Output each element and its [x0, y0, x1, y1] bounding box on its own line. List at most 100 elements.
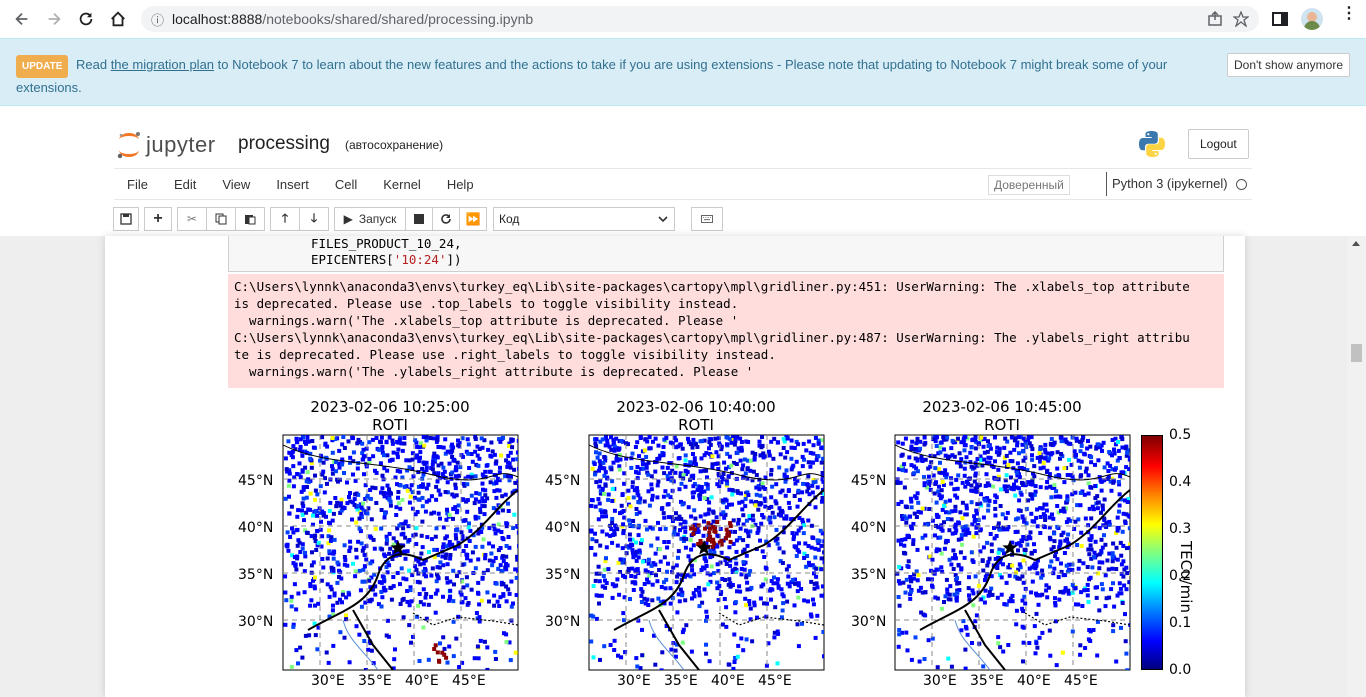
roti-point	[610, 487, 615, 491]
dont-show-anymore-button[interactable]: Don't show anymore	[1226, 53, 1350, 77]
roti-point	[504, 567, 509, 572]
roti-point	[460, 436, 465, 441]
profile-avatar[interactable]	[1301, 8, 1323, 30]
roti-point	[309, 465, 314, 470]
trusted-indicator[interactable]: Доверенный	[988, 175, 1070, 195]
roti-point	[771, 581, 776, 586]
menu-help[interactable]: Help	[446, 176, 474, 192]
insert-cell-button[interactable]: +	[144, 207, 172, 231]
roti-point	[309, 534, 314, 539]
roti-point	[294, 567, 299, 572]
roti-point	[604, 545, 609, 550]
restart-run-all-button[interactable]: ⏩	[459, 207, 487, 231]
notebook-name[interactable]: processing	[238, 133, 330, 154]
browser-menu-icon[interactable]: ⋮	[1341, 5, 1357, 22]
cell-type-select[interactable]: Код	[493, 207, 675, 231]
roti-point	[1075, 543, 1080, 547]
lat-tick: 35°N	[238, 567, 274, 583]
forward-icon[interactable]	[38, 3, 70, 35]
roti-point	[1110, 551, 1115, 556]
menu-edit[interactable]: Edit	[173, 176, 197, 192]
scrollbar-thumb[interactable]	[1351, 344, 1362, 362]
jupyter-logo[interactable]: jupyter	[116, 130, 216, 160]
roti-point	[683, 458, 688, 463]
roti-point	[342, 543, 347, 548]
kernel-name[interactable]: Python 3 (ipykernel)	[1106, 172, 1228, 196]
roti-point	[737, 500, 742, 505]
restart-button[interactable]	[432, 207, 460, 231]
move-down-button[interactable]: 🡓	[299, 207, 329, 231]
roti-point	[793, 477, 797, 482]
roti-point	[631, 555, 636, 560]
roti-point	[300, 508, 304, 513]
logout-button[interactable]: Logout	[1188, 129, 1249, 159]
roti-point	[593, 472, 597, 477]
move-up-button[interactable]: 🡑	[270, 207, 300, 231]
roti-point	[380, 486, 385, 491]
roti-point	[1064, 506, 1068, 511]
map-panel-2	[588, 434, 825, 671]
site-info-icon[interactable]: ⓘ	[151, 12, 165, 28]
roti-point	[438, 516, 442, 521]
roti-point	[377, 447, 382, 452]
roti-point	[1047, 515, 1052, 520]
bookmark-star-icon[interactable]	[1233, 11, 1249, 27]
menu-view[interactable]: View	[222, 176, 251, 192]
migration-plan-link[interactable]: the migration plan	[110, 57, 215, 72]
roti-point	[1024, 521, 1029, 526]
roti-point	[779, 615, 784, 620]
roti-point	[342, 635, 347, 640]
share-icon[interactable]	[1207, 11, 1223, 27]
command-palette-button[interactable]	[691, 207, 723, 231]
reload-icon[interactable]	[70, 3, 102, 35]
cut-button[interactable]: ✂	[177, 207, 207, 231]
roti-point	[351, 561, 355, 566]
roti-point	[507, 478, 512, 483]
roti-point	[941, 435, 946, 439]
roti-point	[1023, 548, 1028, 552]
roti-point	[655, 456, 660, 461]
roti-point	[727, 502, 731, 507]
roti-point	[750, 478, 755, 483]
home-icon[interactable]	[102, 3, 134, 35]
roti-point	[340, 592, 345, 597]
roti-point	[748, 569, 753, 574]
roti-point	[493, 657, 498, 661]
roti-point	[479, 598, 484, 603]
stop-icon	[414, 214, 424, 224]
coastline	[589, 444, 824, 481]
roti-point	[393, 647, 397, 652]
side-panel-icon[interactable]	[1272, 11, 1288, 27]
interrupt-button[interactable]	[405, 207, 433, 231]
roti-point	[435, 650, 440, 655]
copy-button[interactable]	[206, 207, 236, 231]
roti-point	[1083, 516, 1088, 521]
notebook-scroll-area[interactable]: FILES_PRODUCT_10_24, EPICENTERS['10:24']…	[0, 236, 1366, 697]
roti-point	[942, 600, 946, 604]
save-button[interactable]	[113, 207, 139, 231]
roti-point	[441, 542, 446, 547]
roti-point	[733, 566, 738, 571]
roti-point	[634, 549, 639, 554]
roti-point	[655, 536, 660, 541]
roti-point	[507, 640, 512, 645]
roti-point	[313, 539, 318, 544]
page-scrollbar[interactable]	[1347, 236, 1366, 697]
menu-cell[interactable]: Cell	[334, 176, 358, 192]
menu-insert[interactable]: Insert	[276, 176, 309, 192]
run-button[interactable]: ▶ Запуск	[334, 207, 406, 231]
menu-file[interactable]: File	[127, 176, 148, 192]
roti-point	[511, 526, 516, 530]
roti-point	[593, 531, 597, 536]
scroll-up-icon[interactable]	[1352, 241, 1360, 246]
roti-point	[1088, 575, 1093, 580]
address-bar[interactable]: ⓘ localhost:8888/notebooks/shared/shared…	[141, 6, 1259, 32]
roti-point	[1035, 571, 1040, 576]
back-icon[interactable]	[6, 3, 38, 35]
roti-point	[482, 512, 487, 517]
paste-button[interactable]	[235, 207, 265, 231]
roti-point	[444, 655, 449, 660]
code-cell-input[interactable]: FILES_PRODUCT_10_24, EPICENTERS['10:24']…	[228, 236, 1224, 272]
roti-point	[600, 466, 605, 471]
menu-kernel[interactable]: Kernel	[383, 176, 421, 192]
